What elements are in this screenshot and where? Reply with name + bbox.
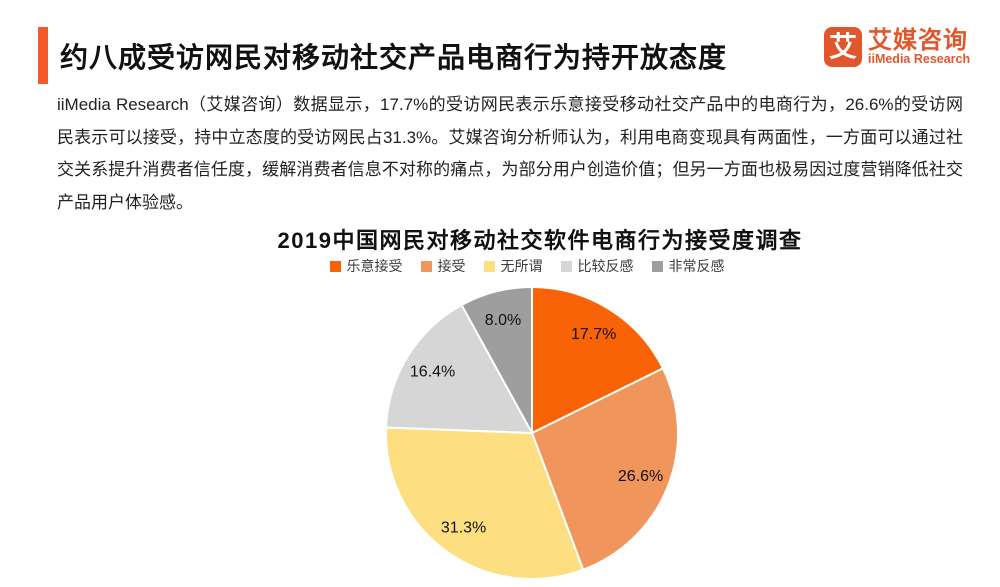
pie-slice-4 bbox=[460, 286, 533, 434]
legend-item-0: 乐意接受 bbox=[329, 256, 403, 276]
logo-text: 艾媒咨询 iiMedia Research bbox=[868, 26, 971, 67]
legend-label: 接受 bbox=[437, 258, 466, 274]
legend-swatch-icon bbox=[483, 260, 495, 272]
title-accent-bar bbox=[38, 27, 48, 84]
summary-paragraph: iiMedia Research（艾媒咨询）数据显示，17.7%的受访网民表示乐… bbox=[57, 95, 963, 212]
legend-label: 乐意接受 bbox=[346, 258, 403, 274]
legend-label: 非常反感 bbox=[668, 258, 725, 274]
legend-label: 比较反感 bbox=[577, 258, 634, 274]
pie-slice-3 bbox=[385, 304, 533, 434]
logo-name-en: iiMedia Research bbox=[868, 51, 971, 66]
iimedia-logo: 艾 艾媒咨询 iiMedia Research bbox=[824, 27, 970, 67]
legend-item-4: 非常反感 bbox=[651, 256, 725, 276]
chart-title: 2019中国网民对移动社交软件电商行为接受度调查 bbox=[277, 228, 803, 253]
pie-slice-label-1: 26.6% bbox=[618, 468, 663, 485]
legend-swatch-icon bbox=[560, 260, 572, 272]
legend-swatch-icon bbox=[651, 260, 663, 272]
legend-item-3: 比较反感 bbox=[560, 256, 634, 276]
logo-name-cn: 艾媒咨询 bbox=[868, 26, 968, 54]
pie-chart-svg: 17.7% 26.6% 31.3% 16.4% 8.0% bbox=[385, 286, 679, 580]
pie-slice-label-2: 31.3% bbox=[441, 520, 486, 537]
page-title: 约八成受访网民对移动社交产品电商行为持开放态度 bbox=[60, 41, 728, 73]
legend-item-1: 接受 bbox=[420, 256, 466, 276]
legend-item-2: 无所谓 bbox=[483, 256, 543, 276]
chart-legend: 乐意接受 接受 无所谓 比较反感 非常反感 bbox=[54, 256, 1000, 276]
logo-glyph: 艾 bbox=[828, 31, 857, 62]
pie-slice-0 bbox=[531, 286, 664, 434]
pie-slice-label-3: 16.4% bbox=[410, 364, 455, 381]
pie-slice-1 bbox=[531, 367, 679, 571]
legend-label: 无所谓 bbox=[500, 258, 543, 274]
legend-swatch-icon bbox=[329, 260, 341, 272]
pie-slice-2 bbox=[385, 426, 585, 580]
pie-slice-label-4: 8.0% bbox=[485, 312, 521, 329]
iimedia-logo-icon: 艾 bbox=[824, 27, 862, 67]
legend-swatch-icon bbox=[420, 260, 432, 272]
pie-slice-label-0: 17.7% bbox=[571, 326, 616, 343]
